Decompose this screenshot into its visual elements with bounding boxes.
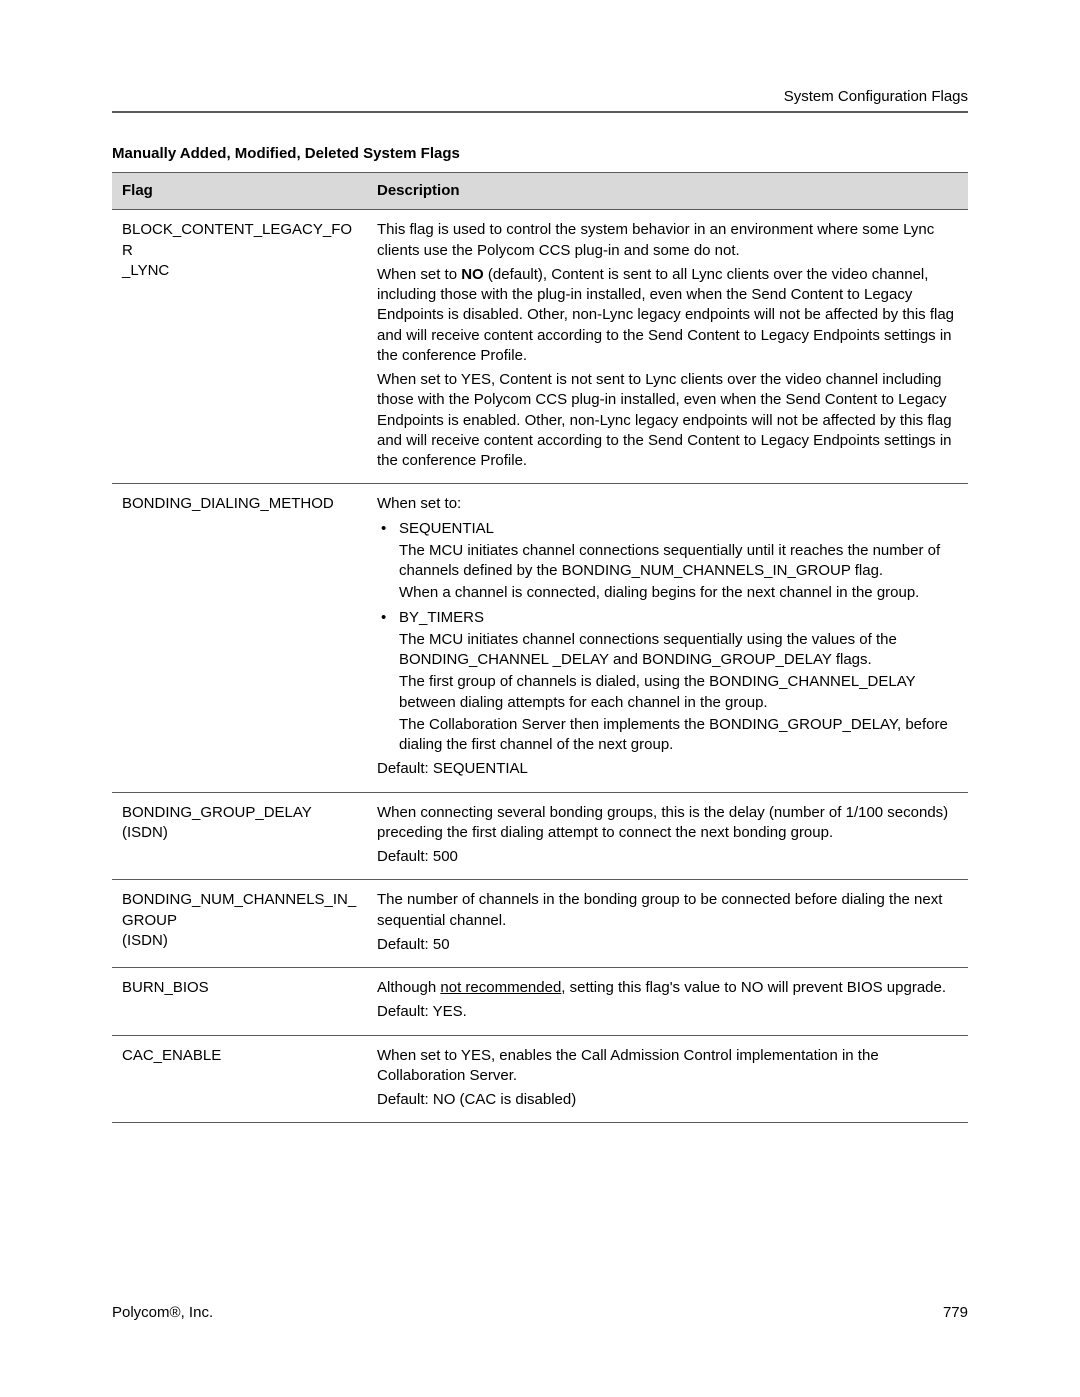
- flag-name: BURN_BIOS: [112, 968, 367, 1036]
- desc-paragraph: Although not recommended, setting this f…: [377, 978, 958, 998]
- flag-name: BONDING_GROUP_DELAY (ISDN): [112, 792, 367, 880]
- table-row: BLOCK_CONTENT_LEGACY_FOR _LYNC This flag…: [112, 210, 968, 484]
- list-item: BY_TIMERS The MCU initiates channel conn…: [377, 608, 958, 756]
- list-item: SEQUENTIAL The MCU initiates channel con…: [377, 519, 958, 604]
- desc-paragraph: When connecting several bonding groups, …: [377, 803, 958, 844]
- bullet-list: SEQUENTIAL The MCU initiates channel con…: [377, 519, 958, 756]
- flag-text: GROUP: [122, 912, 177, 929]
- table-row: BURN_BIOS Although not recommended, sett…: [112, 968, 968, 1036]
- flag-name: BONDING_NUM_CHANNELS_IN_ GROUP (ISDN): [112, 880, 367, 968]
- col-header-description: Description: [367, 173, 968, 210]
- page-content: System Configuration Flags Manually Adde…: [0, 0, 1080, 1123]
- table-title: Manually Added, Modified, Deleted System…: [112, 145, 968, 162]
- desc-default: Default: SEQUENTIAL: [377, 759, 958, 779]
- flag-text: BLOCK_CONTENT_LEGACY_FOR: [122, 221, 352, 258]
- col-header-flag: Flag: [112, 173, 367, 210]
- flag-description: When connecting several bonding groups, …: [367, 792, 968, 880]
- desc-paragraph: The Collaboration Server then implements…: [399, 715, 958, 756]
- bullet-sub: The MCU initiates channel connections se…: [399, 630, 958, 756]
- page-header: System Configuration Flags: [112, 88, 968, 113]
- flag-description: When set to YES, enables the Call Admiss…: [367, 1035, 968, 1123]
- flag-text: BONDING_NUM_CHANNELS_IN_: [122, 891, 356, 908]
- desc-default: Default: 500: [377, 847, 958, 867]
- table-row: BONDING_DIALING_METHOD When set to: SEQU…: [112, 484, 968, 792]
- table-row: BONDING_GROUP_DELAY (ISDN) When connecti…: [112, 792, 968, 880]
- flag-text: _LYNC: [122, 262, 169, 279]
- flag-description: When set to: SEQUENTIAL The MCU initiate…: [367, 484, 968, 792]
- flag-description: The number of channels in the bonding gr…: [367, 880, 968, 968]
- desc-paragraph: When set to YES, enables the Call Admiss…: [377, 1046, 958, 1087]
- bullet-title: SEQUENTIAL: [399, 520, 494, 537]
- footer-page-number: 779: [943, 1304, 968, 1321]
- desc-paragraph: This flag is used to control the system …: [377, 220, 958, 261]
- flag-text: BONDING_GROUP_DELAY: [122, 804, 312, 821]
- bullet-sub: The MCU initiates channel connections se…: [399, 541, 958, 604]
- flags-table: Flag Description BLOCK_CONTENT_LEGACY_FO…: [112, 172, 968, 1123]
- flag-description: This flag is used to control the system …: [367, 210, 968, 484]
- flag-description: Although not recommended, setting this f…: [367, 968, 968, 1036]
- page-footer: Polycom®, Inc. 779: [112, 1304, 968, 1321]
- table-header-row: Flag Description: [112, 173, 968, 210]
- desc-paragraph: When set to:: [377, 494, 958, 514]
- flag-name: CAC_ENABLE: [112, 1035, 367, 1123]
- desc-paragraph: When set to NO (default), Content is sen…: [377, 265, 958, 366]
- table-row: CAC_ENABLE When set to YES, enables the …: [112, 1035, 968, 1123]
- desc-default: Default: 50: [377, 935, 958, 955]
- table-row: BONDING_NUM_CHANNELS_IN_ GROUP (ISDN) Th…: [112, 880, 968, 968]
- desc-paragraph: The MCU initiates channel connections se…: [399, 541, 958, 582]
- header-section-title: System Configuration Flags: [112, 88, 968, 105]
- desc-paragraph: When set to YES, Content is not sent to …: [377, 370, 958, 471]
- bullet-title: BY_TIMERS: [399, 609, 484, 626]
- desc-paragraph: The first group of channels is dialed, u…: [399, 672, 958, 713]
- desc-default: Default: NO (CAC is disabled): [377, 1090, 958, 1110]
- flag-name: BONDING_DIALING_METHOD: [112, 484, 367, 792]
- flag-name: BLOCK_CONTENT_LEGACY_FOR _LYNC: [112, 210, 367, 484]
- desc-paragraph: When a channel is connected, dialing beg…: [399, 583, 958, 603]
- desc-default: Default: YES.: [377, 1002, 958, 1022]
- flag-text: (ISDN): [122, 824, 168, 841]
- footer-company: Polycom®, Inc.: [112, 1304, 213, 1321]
- desc-paragraph: The number of channels in the bonding gr…: [377, 890, 958, 931]
- flag-text: (ISDN): [122, 932, 168, 949]
- desc-paragraph: The MCU initiates channel connections se…: [399, 630, 958, 671]
